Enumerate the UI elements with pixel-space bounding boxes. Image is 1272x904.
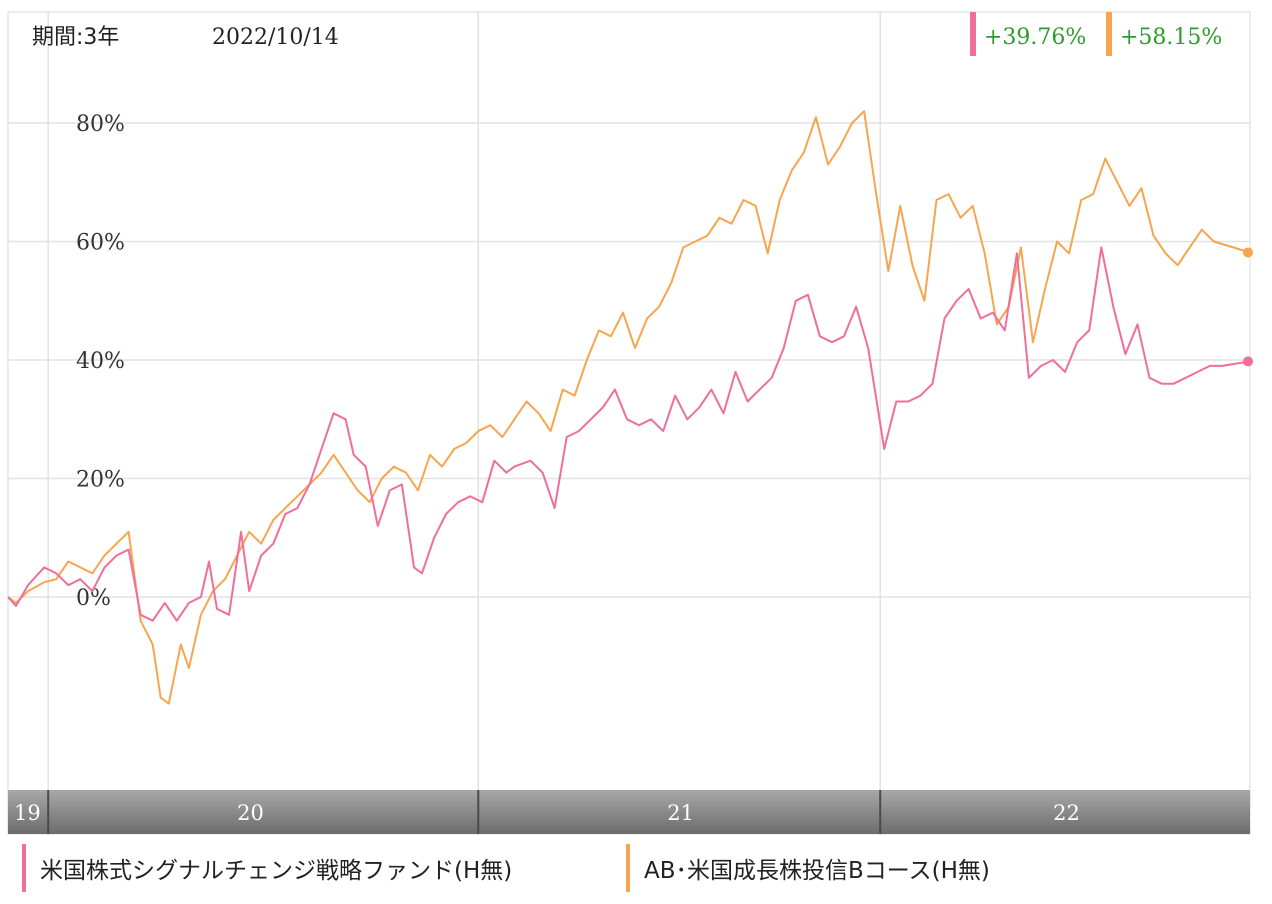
legend-label-signal-change: 米国株式シグナルチェンジ戦略ファンド(H無) [40,858,513,884]
legend-swatch-orange [626,844,630,892]
x-tick-label-21: 21 [667,801,694,825]
x-tick-label-19: 19 [14,801,41,825]
date-label: 2022/10/14 [212,25,339,50]
return-swatch-orange [1106,12,1112,56]
series-line-1 [7,110,1251,705]
y-tick-label-40: 40% [76,349,125,374]
y-tick-label-60: 60% [76,231,125,256]
return-swatch-pink [970,12,976,56]
line-chart: 0%20%40%60%80% 19 20 21 22 期間:3年 2022/10/14… [7,11,1253,835]
x-axis-band [8,790,1250,834]
series-end-marker-1 [1243,247,1253,258]
x-tick-label-22: 22 [1053,801,1080,825]
series-layer [7,110,1253,705]
return-value-orange: +58.15% [1120,25,1222,50]
series-end-marker-0 [1243,356,1253,367]
y-axis-tick-labels: 0%20%40%60%80% [76,112,125,611]
x-axis-bar: 19 20 21 22 [8,790,1250,834]
legend: 米国株式シグナルチェンジ戦略ファンド(H無) AB･米国成長株投信Bコース(H無… [0,836,1272,904]
legend-label-ab-growth: AB･米国成長株投信Bコース(H無) [644,858,990,884]
grid-layer [8,12,1250,790]
y-tick-label-20: 20% [76,468,125,493]
series-line-0 [7,246,1251,622]
x-tick-label-20: 20 [237,801,264,825]
legend-swatch-pink [22,844,26,892]
plot-border [7,11,1251,835]
legend-item-ab-growth: AB･米国成長株投信Bコース(H無) [626,844,990,892]
legend-item-signal-change: 米国株式シグナルチェンジ戦略ファンド(H無) [22,844,512,892]
return-value-pink: +39.76% [984,25,1086,50]
period-label: 期間:3年 [32,25,119,50]
y-tick-label-80: 80% [76,112,125,137]
